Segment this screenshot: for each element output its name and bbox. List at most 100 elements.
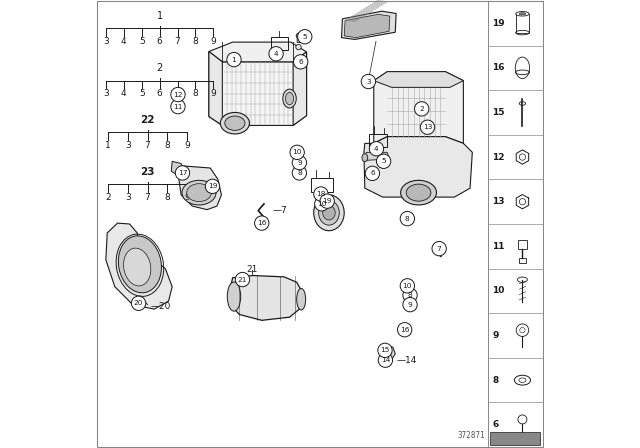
Ellipse shape [362, 154, 368, 162]
Text: 3: 3 [103, 89, 109, 98]
Ellipse shape [296, 33, 305, 39]
Text: 8: 8 [193, 89, 198, 98]
Text: 3: 3 [125, 141, 131, 150]
Bar [519, 258, 526, 263]
Text: 4: 4 [121, 89, 127, 98]
Circle shape [131, 296, 146, 310]
Text: 2: 2 [419, 106, 424, 112]
Text: 8: 8 [408, 292, 412, 298]
Ellipse shape [516, 12, 529, 16]
Ellipse shape [283, 89, 296, 108]
Text: 4: 4 [274, 51, 278, 57]
Text: 15: 15 [493, 108, 505, 117]
Text: 7: 7 [175, 89, 180, 98]
Circle shape [415, 102, 429, 116]
Ellipse shape [401, 180, 436, 205]
Circle shape [403, 288, 417, 302]
Text: 1: 1 [157, 11, 163, 21]
Text: 6: 6 [157, 89, 163, 98]
Circle shape [365, 166, 380, 181]
Text: 6: 6 [157, 37, 163, 46]
Ellipse shape [314, 195, 344, 231]
Polygon shape [344, 14, 390, 38]
Text: 21: 21 [237, 276, 247, 283]
Ellipse shape [227, 282, 241, 311]
Circle shape [294, 55, 308, 69]
Bar [369, 134, 387, 147]
Text: 20: 20 [134, 300, 143, 306]
Circle shape [269, 47, 284, 61]
Circle shape [171, 87, 185, 102]
Text: 7: 7 [175, 37, 180, 46]
Text: 19: 19 [493, 19, 505, 28]
Text: 6: 6 [493, 420, 499, 429]
Circle shape [171, 99, 185, 114]
Text: 23: 23 [140, 167, 155, 177]
Polygon shape [374, 72, 463, 143]
Text: 16: 16 [400, 327, 410, 333]
Text: 17: 17 [178, 170, 188, 176]
Ellipse shape [519, 13, 526, 15]
Text: 22: 22 [140, 115, 155, 125]
Text: 5: 5 [139, 89, 145, 98]
Text: —20: —20 [150, 302, 171, 311]
Bar [488, 1, 543, 447]
Polygon shape [209, 52, 307, 125]
Text: —7: —7 [273, 206, 288, 215]
Text: 16: 16 [257, 220, 266, 226]
Text: 11: 11 [493, 242, 505, 251]
Polygon shape [293, 52, 307, 125]
Bar [518, 241, 527, 249]
Polygon shape [364, 137, 472, 197]
Text: 9: 9 [408, 302, 412, 308]
Circle shape [292, 166, 307, 180]
Polygon shape [179, 166, 221, 210]
Text: 12: 12 [173, 91, 183, 98]
Ellipse shape [118, 236, 161, 293]
Circle shape [315, 197, 329, 211]
Text: 10: 10 [292, 149, 302, 155]
Ellipse shape [319, 201, 339, 225]
Text: 7: 7 [145, 141, 150, 150]
Text: 6: 6 [370, 170, 375, 177]
Ellipse shape [220, 112, 250, 134]
Circle shape [369, 142, 383, 156]
Polygon shape [365, 152, 389, 160]
Circle shape [314, 187, 328, 201]
Text: 10: 10 [493, 286, 505, 295]
Text: 13: 13 [423, 124, 432, 130]
Text: —14: —14 [397, 356, 417, 365]
Text: 9: 9 [297, 159, 302, 166]
Text: 8: 8 [405, 215, 410, 222]
Text: 1: 1 [232, 56, 236, 63]
Text: 9: 9 [184, 141, 190, 150]
Polygon shape [297, 38, 306, 43]
Text: 8: 8 [164, 141, 170, 150]
Bar [311, 178, 333, 192]
Text: 7: 7 [436, 246, 442, 252]
Ellipse shape [285, 92, 294, 105]
Text: 7: 7 [145, 193, 150, 202]
Text: 11: 11 [173, 103, 183, 110]
Polygon shape [230, 276, 303, 320]
Text: 9: 9 [493, 331, 499, 340]
Text: 13: 13 [493, 197, 505, 206]
Ellipse shape [182, 180, 216, 205]
Text: 19: 19 [323, 198, 332, 204]
Text: 16: 16 [493, 63, 505, 72]
Text: 3: 3 [366, 78, 371, 85]
Text: 15: 15 [380, 347, 390, 353]
Text: 8: 8 [297, 170, 302, 176]
Text: 10: 10 [317, 201, 326, 207]
Text: 2: 2 [157, 63, 163, 73]
Circle shape [400, 211, 415, 226]
Circle shape [298, 30, 312, 44]
Circle shape [255, 216, 269, 230]
Text: 1: 1 [105, 141, 111, 150]
Bar [271, 37, 288, 50]
Ellipse shape [296, 44, 301, 50]
Text: 19: 19 [208, 183, 217, 190]
Text: 5: 5 [139, 37, 145, 46]
Text: 5: 5 [303, 34, 307, 40]
Text: 372871: 372871 [457, 431, 485, 440]
